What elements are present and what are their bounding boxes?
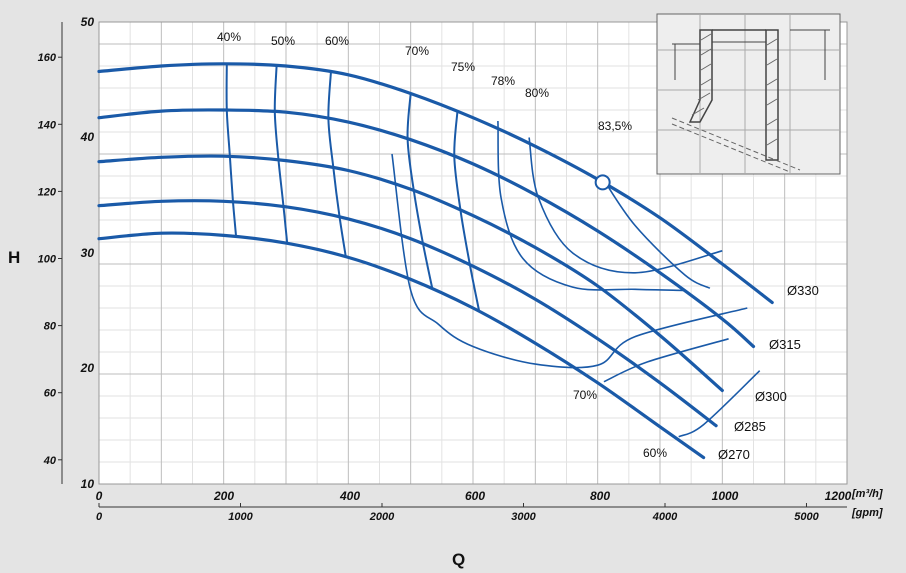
x-tick-label: 800 — [590, 489, 610, 503]
head-curve — [97, 154, 724, 393]
y-tick-label: 30 — [81, 246, 95, 260]
efficiency-iso-line — [678, 370, 761, 438]
efficiency-iso-line — [497, 120, 684, 292]
feet-tick-label: 60 — [44, 388, 57, 400]
x-tick-label: 600 — [465, 489, 485, 503]
x-unit-secondary: [gpm] — [852, 507, 883, 519]
series-label-285: Ø285 — [734, 419, 766, 434]
series-label-315: Ø315 — [769, 337, 801, 352]
efficiency-label-80: 80% — [525, 86, 549, 100]
series-label-270: Ø270 — [718, 447, 750, 462]
plot-frame — [98, 21, 848, 485]
y-tick-label: 20 — [80, 361, 95, 375]
gpm-tick-label: 3000 — [511, 511, 536, 523]
head-curve — [97, 108, 756, 349]
head-curve — [97, 199, 718, 428]
x-tick-label: 200 — [213, 489, 234, 503]
efficiency-label-78: 78% — [491, 74, 515, 88]
gpm-tick-label: 5000 — [794, 511, 819, 523]
x-tick-label: 400 — [339, 489, 360, 503]
feet-tick-label: 40 — [43, 455, 57, 467]
gpm-tick-label: 2000 — [369, 511, 395, 523]
head-curve — [97, 62, 774, 305]
x-tick-label: 0 — [96, 489, 103, 503]
efficiency-iso-line — [602, 177, 711, 289]
x-axis-title: Q — [452, 550, 466, 569]
impeller-diameter-labels: Ø330 Ø315 Ø300 Ø285 Ø270 — [718, 283, 819, 462]
y-tick-label: 10 — [81, 477, 95, 491]
y-tick-label: 50 — [81, 15, 95, 29]
feet-tick-label: 120 — [38, 186, 57, 198]
efficiency-label-40: 40% — [217, 30, 241, 44]
feet-tick-label: 160 — [38, 52, 57, 64]
efficiency-label-60-lower: 60% — [643, 446, 667, 460]
y-axis-ticks: 10 20 30 40 50 — [80, 15, 95, 491]
gpm-tick-label: 1000 — [228, 511, 253, 523]
gpm-tick-label: 0 — [96, 511, 103, 523]
feet-tick-label: 140 — [38, 119, 57, 131]
efficiency-label-83-5: 83,5% — [598, 119, 632, 133]
efficiency-label-70-lower: 70% — [573, 388, 597, 402]
efficiency-label-50: 50% — [271, 34, 295, 48]
x-tick-label: 1000 — [712, 489, 739, 503]
impeller-head-curves — [97, 62, 774, 460]
x-unit-primary: [m³/h] — [852, 488, 883, 500]
efficiency-iso-line — [603, 338, 729, 383]
efficiency-label-60: 60% — [325, 34, 349, 48]
impeller-section-inset — [656, 13, 841, 175]
best-efficiency-point-marker — [594, 174, 611, 191]
efficiency-iso-line — [528, 137, 723, 274]
feet-axis: 40 60 80 100 120 140 160 — [38, 22, 63, 484]
x-tick-label: 1200 — [825, 489, 852, 503]
series-label-330: Ø330 — [787, 283, 819, 298]
gpm-tick-label: 4000 — [652, 511, 678, 523]
efficiency-iso-line — [391, 153, 748, 369]
head-curve — [97, 231, 706, 460]
efficiency-label-75: 75% — [451, 60, 475, 74]
efficiency-iso-lines — [225, 63, 761, 438]
y-tick-label: 40 — [80, 130, 95, 144]
feet-tick-label: 80 — [44, 321, 57, 333]
series-label-300: Ø300 — [755, 389, 787, 404]
gpm-axis: 0 1000 2000 3000 4000 5000 — [96, 503, 847, 523]
efficiency-label-70: 70% — [405, 44, 429, 58]
y-axis-title: H — [8, 248, 21, 267]
efficiency-labels: 40% 50% 60% 70% 75% 78% 80% 83,5% 70% 60… — [217, 30, 667, 460]
x-axis-ticks: 0 200 400 600 800 1000 1200 — [96, 489, 852, 503]
feet-tick-label: 100 — [38, 254, 57, 266]
